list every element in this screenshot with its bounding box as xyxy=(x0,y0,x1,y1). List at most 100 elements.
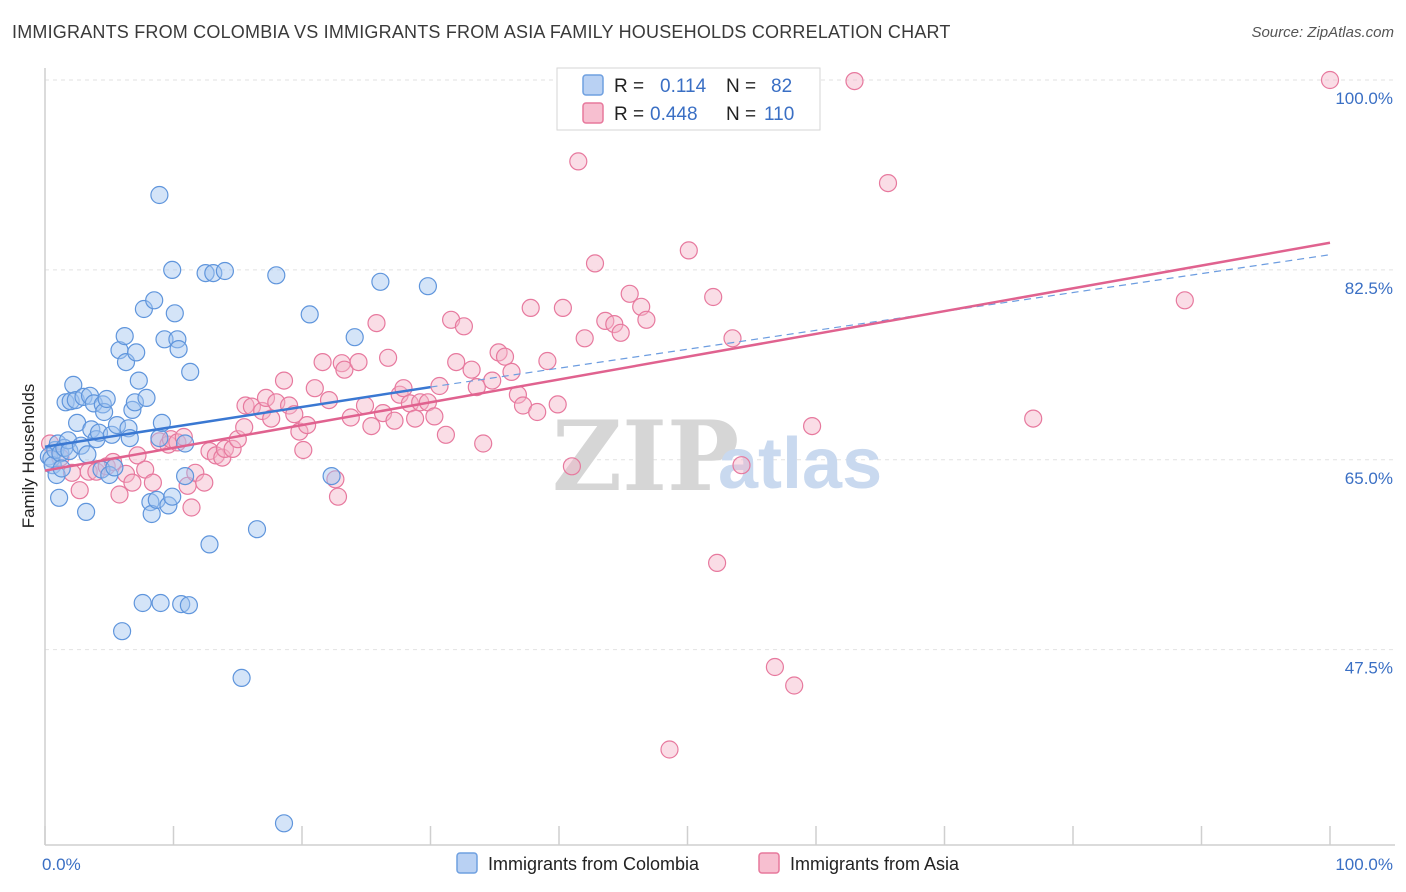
colombia-point xyxy=(150,429,169,448)
axes xyxy=(44,68,1395,846)
colombia-point xyxy=(176,467,195,486)
y-tick-labels: 47.5% 65.0% 82.5% 100.0% xyxy=(1335,89,1393,678)
y-tick-label: 82.5% xyxy=(1345,279,1393,298)
y-tick-label: 65.0% xyxy=(1345,469,1393,488)
asia-point xyxy=(585,254,605,273)
asia-point xyxy=(425,407,444,426)
asia-point xyxy=(575,329,594,348)
legend-r-value-colombia: 0.114 xyxy=(660,76,707,97)
colombia-point xyxy=(215,261,234,281)
asia-point xyxy=(679,241,698,260)
colombia-point xyxy=(127,343,146,362)
colombia-point xyxy=(200,535,219,554)
legend-n-value-asia: 110 xyxy=(764,104,794,125)
colombia-point xyxy=(78,445,97,464)
colombia-point xyxy=(97,389,116,409)
colombia-point xyxy=(150,185,169,205)
colombia-point xyxy=(274,814,294,833)
colombia-point xyxy=(267,266,286,285)
asia-point xyxy=(528,402,547,422)
asia-point xyxy=(637,310,656,329)
asia-point xyxy=(355,396,375,415)
asia-point xyxy=(223,439,242,458)
colombia-point xyxy=(163,487,182,506)
legend-r-label-asia: R = xyxy=(614,104,644,125)
colombia-point xyxy=(125,393,144,412)
colombia-point xyxy=(112,622,132,641)
colombia-point xyxy=(137,388,156,407)
asia-point xyxy=(474,434,493,453)
colombia-point xyxy=(322,467,341,486)
asia-point xyxy=(878,174,898,193)
asia-point xyxy=(562,457,582,476)
legend-swatch-asia xyxy=(582,102,604,124)
asia-point xyxy=(70,481,89,500)
colombia-point xyxy=(179,596,198,615)
colombia-point xyxy=(168,330,187,349)
asia-point xyxy=(802,417,822,436)
asia-point xyxy=(394,379,413,398)
colombia-trend-line xyxy=(44,385,431,449)
asia-point xyxy=(367,314,386,333)
colombia-point xyxy=(151,593,170,613)
legend-n-label-colombia: N = xyxy=(726,76,756,97)
legend-n-value-colombia: 82 xyxy=(771,76,792,97)
colombia-point xyxy=(204,264,223,283)
colombia-point xyxy=(155,330,174,349)
asia-point xyxy=(262,409,281,428)
trend-lines xyxy=(44,241,1331,472)
asia-point xyxy=(1320,70,1340,90)
y-tick-label: 47.5% xyxy=(1345,659,1393,678)
asia-point xyxy=(521,298,540,317)
colombia-point xyxy=(107,416,127,435)
colombia-point xyxy=(115,327,134,346)
colombia-point xyxy=(129,371,148,390)
watermark-atlas: atlas xyxy=(718,424,882,504)
asia-point xyxy=(256,388,276,407)
colombia-point xyxy=(163,260,182,279)
asia-point xyxy=(328,487,348,506)
asia-point xyxy=(548,395,567,414)
asia-point xyxy=(335,360,354,379)
colombia-point xyxy=(105,458,124,477)
asia-point xyxy=(660,740,679,759)
asia-point xyxy=(215,439,234,458)
colombia-point xyxy=(76,502,96,521)
colombia-point xyxy=(165,304,184,323)
asia-point xyxy=(182,498,201,517)
asia-point xyxy=(379,348,398,367)
colombia-point xyxy=(74,387,93,406)
series-legend: Immigrants from Colombia Immigrants from… xyxy=(456,852,960,874)
colombia-point xyxy=(345,328,364,347)
asia-point xyxy=(436,425,455,444)
watermark-zip: ZIP xyxy=(552,400,739,513)
asia-point xyxy=(495,347,515,366)
asia-point xyxy=(110,485,129,504)
asia-point xyxy=(845,71,864,91)
colombia-point xyxy=(159,496,178,515)
asia-point xyxy=(143,473,162,492)
y-tick-label: 100.0% xyxy=(1335,89,1393,108)
colombia-point xyxy=(142,504,161,524)
colombia-point xyxy=(133,593,152,613)
asia-point xyxy=(454,317,473,336)
asia-point xyxy=(1175,291,1194,310)
bottom-legend-swatch-colombia xyxy=(456,852,478,874)
colombia-point xyxy=(145,291,164,310)
legend-r-label-colombia: R = xyxy=(614,76,644,97)
y-axis-title: Family Households xyxy=(19,384,38,529)
asia-point xyxy=(502,362,521,381)
asia-point xyxy=(236,396,255,415)
asia-point xyxy=(785,676,804,695)
asia-point xyxy=(430,376,449,396)
bottom-legend-label-colombia: Immigrants from Colombia xyxy=(488,854,700,874)
colombia-point xyxy=(371,272,390,291)
asia-point xyxy=(620,284,639,303)
asia-point xyxy=(1024,409,1043,428)
asia-point xyxy=(538,351,557,371)
asia-point xyxy=(406,409,425,428)
colombia-point xyxy=(196,264,215,283)
asia-point xyxy=(123,473,142,492)
asia-point xyxy=(274,371,294,390)
